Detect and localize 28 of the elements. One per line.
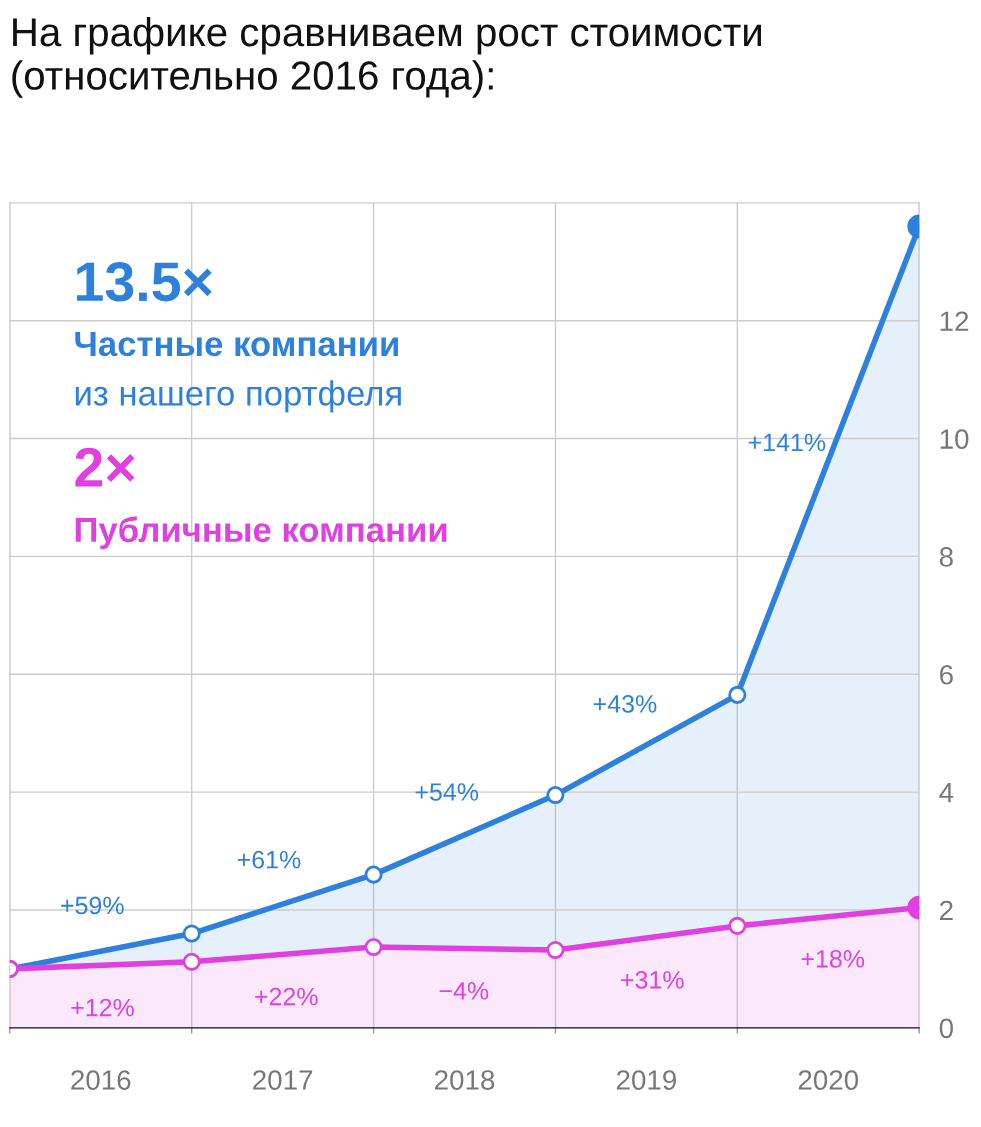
annotation: +31%: [621, 971, 684, 989]
annotation: +43%: [593, 695, 657, 713]
annotation: 2×: [75, 447, 135, 487]
annotation: +12%: [71, 998, 134, 1017]
y-tick-label: 10: [940, 429, 969, 449]
annotation: +18%: [801, 949, 865, 968]
annotation: +61%: [237, 850, 301, 869]
text: Публичные компании: [75, 516, 447, 550]
x-tick-label: 2020: [798, 1070, 859, 1090]
annotation: 13.5×: [76, 262, 212, 302]
y-tick-label: 2: [940, 900, 953, 921]
y-tick-label: 6: [940, 664, 953, 685]
x-tick-label: 2019: [616, 1070, 676, 1090]
y-tick-label: 12: [940, 311, 969, 331]
annotation: из нашего портфеля: [75, 380, 401, 413]
annotation: +141%: [748, 433, 826, 452]
y-tick-label: 8: [939, 547, 953, 567]
x-tick-label: 2016: [71, 1070, 131, 1090]
y-tick-label: 4: [939, 783, 954, 803]
text: Частные компании: [75, 332, 398, 357]
annotation: +22%: [255, 987, 318, 1006]
chart-title: На графике сравниваем рост стоимости (относительно 2016 года):: [12, 16, 761, 98]
annotation: +59%: [61, 896, 124, 915]
x-tick-label: 2018: [435, 1070, 495, 1090]
annotation: +54%: [415, 783, 479, 801]
annotation: −4%: [439, 982, 489, 1000]
x-tick-label: 2017: [253, 1070, 313, 1090]
y-tick-label: 0: [939, 1018, 953, 1039]
